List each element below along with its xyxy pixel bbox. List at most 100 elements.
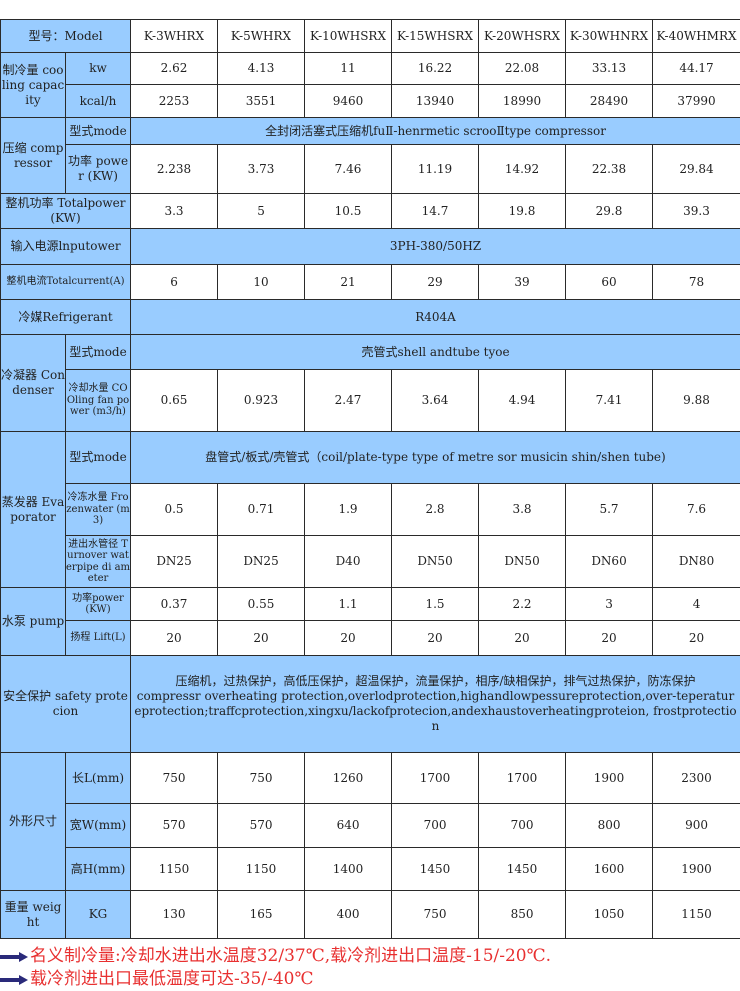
span-value: 3PH-380/50HZ <box>131 229 740 265</box>
value-cell: 1150 <box>131 848 218 891</box>
value-cell: 0.923 <box>218 370 305 432</box>
value-cell: 750 <box>218 753 305 804</box>
value-cell: 9.88 <box>653 370 740 432</box>
value-cell: 130 <box>131 891 218 939</box>
value-cell: 4.94 <box>479 370 566 432</box>
value-cell: 6 <box>131 265 218 300</box>
value-cell: 20 <box>392 621 479 656</box>
value-cell: 7.41 <box>566 370 653 432</box>
value-cell: 2.2 <box>479 588 566 621</box>
value-cell: 0.55 <box>218 588 305 621</box>
value-cell: 1.9 <box>305 484 392 536</box>
value-cell: 2.8 <box>392 484 479 536</box>
value-cell: 1150 <box>653 891 740 939</box>
row-label: kcal/h <box>66 85 131 118</box>
value-cell: 700 <box>392 804 479 848</box>
row-label: 安全保护 safety protecion <box>1 656 131 753</box>
arrow-right-icon <box>0 953 28 961</box>
value-cell: 39.3 <box>653 194 740 229</box>
value-cell: 3.73 <box>218 145 305 194</box>
value-cell: 7.46 <box>305 145 392 194</box>
value-cell: 10.5 <box>305 194 392 229</box>
value-cell: 640 <box>305 804 392 848</box>
value-cell: DN50 <box>392 536 479 588</box>
safety-value: 压缩机，过热保护，高低压保护，超温保护，流量保护，相序/缺相保护，排气过热保护，… <box>131 656 740 753</box>
row-group-label: 蒸发器 Evaporator <box>1 432 66 588</box>
value-cell: 0.65 <box>131 370 218 432</box>
value-cell: 1900 <box>653 848 740 891</box>
value-cell: 750 <box>131 753 218 804</box>
value-cell: 1.5 <box>392 588 479 621</box>
value-cell: 700 <box>479 804 566 848</box>
value-cell: 2.238 <box>131 145 218 194</box>
value-cell: 3 <box>566 588 653 621</box>
row-label: 整机功率 Totalpower (KW) <box>1 194 131 229</box>
value-cell: 2.47 <box>305 370 392 432</box>
value-cell: 1450 <box>479 848 566 891</box>
value-cell: 37990 <box>653 85 740 118</box>
model-name: K-30WHNRX <box>566 20 653 53</box>
row-label: 重量 weight <box>1 891 66 939</box>
value-cell: 750 <box>392 891 479 939</box>
value-cell: 14.7 <box>392 194 479 229</box>
model-name: K-40WHMRX <box>653 20 740 53</box>
row-group-label: 水泵 pump <box>1 588 66 656</box>
value-cell: 18990 <box>479 85 566 118</box>
row-label: 高H(mm) <box>66 848 131 891</box>
row-label: 型式mode <box>66 335 131 370</box>
value-cell: 19.8 <box>479 194 566 229</box>
row-label: 宽W(mm) <box>66 804 131 848</box>
row-label: 整机电流Totalcurrent(A) <box>1 265 131 300</box>
note-line: 名义制冷量:冷却水进出水温度32/37℃,载冷剂进出口温度-15/-20℃. <box>0 945 551 968</box>
value-cell: DN60 <box>566 536 653 588</box>
value-cell: 21 <box>305 265 392 300</box>
notes: 名义制冷量:冷却水进出水温度32/37℃,载冷剂进出口温度-15/-20℃. 载… <box>0 945 551 991</box>
value-cell: 7.6 <box>653 484 740 536</box>
value-cell: 1450 <box>392 848 479 891</box>
value-cell: 1150 <box>218 848 305 891</box>
row-group-label: 外形尺寸 <box>1 753 66 891</box>
value-cell: 20 <box>566 621 653 656</box>
row-group-label: 冷凝器 Condenser <box>1 335 66 432</box>
model-name: K-15WHSRX <box>392 20 479 53</box>
value-cell: 3.3 <box>131 194 218 229</box>
value-cell: DN25 <box>218 536 305 588</box>
value-cell: 9460 <box>305 85 392 118</box>
value-cell: 3.8 <box>479 484 566 536</box>
value-cell: 800 <box>566 804 653 848</box>
value-cell: 165 <box>218 891 305 939</box>
model-name: K-3WHRX <box>131 20 218 53</box>
span-value: 壳管式shell andtube tyoe <box>131 335 740 370</box>
value-cell: 33.13 <box>566 53 653 85</box>
value-cell: 5.7 <box>566 484 653 536</box>
value-cell: 1260 <box>305 753 392 804</box>
span-value: 全封闭活塞式压缩机fuⅡ-henrmetic scrooⅡtype compre… <box>131 118 740 145</box>
value-cell: 78 <box>653 265 740 300</box>
value-cell: 20 <box>653 621 740 656</box>
row-label: kw <box>66 53 131 85</box>
value-cell: 44.17 <box>653 53 740 85</box>
row-label: 进出水管径 Turnover waterpipe di ameter <box>66 536 131 588</box>
row-label: 冷冻水量 Frozenwater (m3) <box>66 484 131 536</box>
value-cell: 14.92 <box>479 145 566 194</box>
row-label: 长L(mm) <box>66 753 131 804</box>
value-cell: 0.71 <box>218 484 305 536</box>
row-label: 型式mode <box>66 432 131 484</box>
value-cell: 20 <box>479 621 566 656</box>
value-cell: 1400 <box>305 848 392 891</box>
value-cell: 4 <box>653 588 740 621</box>
span-value: R404A <box>131 300 740 335</box>
value-cell: D40 <box>305 536 392 588</box>
value-cell: 2300 <box>653 753 740 804</box>
row-label: 冷却水量 COOling fan power (m3/h) <box>66 370 131 432</box>
